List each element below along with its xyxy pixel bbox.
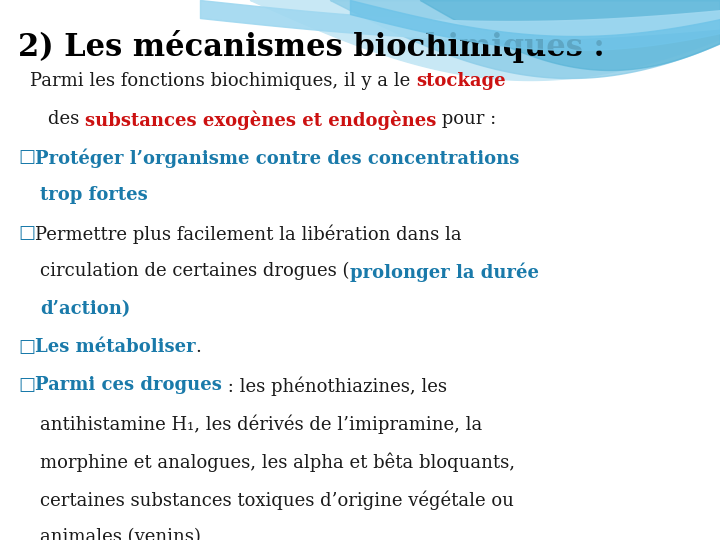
Text: □: □ — [18, 224, 35, 242]
Text: morphine et analogues, les alpha et bêta bloquants,: morphine et analogues, les alpha et bêta… — [40, 452, 515, 471]
Text: trop fortes: trop fortes — [40, 186, 148, 204]
Text: certaines substances toxiques d’origine végétale ou: certaines substances toxiques d’origine … — [40, 490, 514, 510]
Text: pour :: pour : — [436, 110, 497, 128]
Text: stockage: stockage — [416, 72, 505, 90]
Text: Protéger l’organisme contre des concentrations: Protéger l’organisme contre des concentr… — [35, 148, 519, 167]
Text: Les métaboliser: Les métaboliser — [35, 338, 196, 356]
Text: des: des — [48, 110, 85, 128]
Text: circulation de certaines drogues (: circulation de certaines drogues ( — [40, 262, 349, 280]
Text: : les phénothiazines, les: : les phénothiazines, les — [222, 376, 447, 395]
Text: antihistamine H₁, les dérivés de l’imipramine, la: antihistamine H₁, les dérivés de l’imipr… — [40, 414, 482, 434]
Text: □: □ — [18, 376, 35, 394]
Text: □: □ — [18, 148, 35, 166]
Text: □: □ — [18, 338, 35, 356]
Text: animales (venins): animales (venins) — [40, 528, 201, 540]
Text: Permettre plus facilement la libération dans la: Permettre plus facilement la libération … — [35, 224, 462, 244]
Text: d’action): d’action) — [40, 300, 130, 318]
Text: Parmi les fonctions biochimiques, il y a le: Parmi les fonctions biochimiques, il y a… — [30, 72, 416, 90]
Text: 2) Les mécanismes biochimiques :: 2) Les mécanismes biochimiques : — [18, 30, 605, 63]
Text: substances exogènes et endogènes: substances exogènes et endogènes — [85, 110, 436, 130]
Text: prolonger la durée: prolonger la durée — [349, 262, 539, 281]
Text: .: . — [196, 338, 202, 356]
Text: Parmi ces drogues: Parmi ces drogues — [35, 376, 222, 394]
